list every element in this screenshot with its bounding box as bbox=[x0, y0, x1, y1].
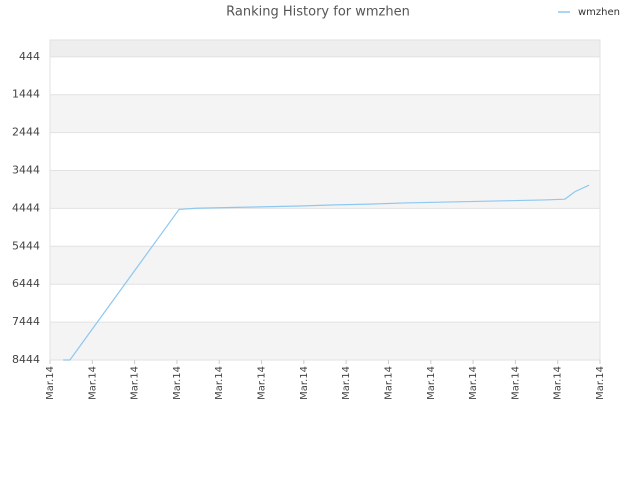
x-tick-label: Mar.14 bbox=[510, 366, 521, 400]
x-tick-label: Mar.14 bbox=[214, 366, 225, 400]
grid-band bbox=[50, 56, 600, 95]
grid-band bbox=[50, 322, 600, 360]
grid-band bbox=[50, 246, 600, 285]
chart-title: Ranking History for wmzhen bbox=[226, 5, 410, 20]
x-tick-label: Mar.14 bbox=[426, 366, 437, 400]
y-tick-label: 3444 bbox=[12, 164, 40, 177]
y-tick-label: 6444 bbox=[12, 277, 40, 290]
plot-border bbox=[49, 39, 601, 361]
grid-band bbox=[50, 132, 600, 171]
series-line bbox=[63, 184, 590, 361]
grid-band bbox=[50, 208, 600, 247]
y-tick-label: 1444 bbox=[12, 88, 40, 101]
x-tick-label: Mar.14 bbox=[87, 366, 98, 400]
x-tick-label: Mar.14 bbox=[595, 366, 606, 400]
y-tick-label: 8444 bbox=[12, 353, 40, 366]
grid-band bbox=[50, 170, 600, 209]
grid-band bbox=[50, 284, 600, 323]
y-tick-label: 2444 bbox=[12, 126, 40, 139]
y-tick-label: 5444 bbox=[12, 239, 40, 252]
x-tick-label: Mar.14 bbox=[553, 366, 564, 400]
y-tick-label: 4444 bbox=[12, 201, 40, 214]
x-tick-label: Mar.14 bbox=[257, 366, 268, 400]
legend-label: wmzhen bbox=[578, 7, 620, 18]
x-tick-label: Mar.14 bbox=[45, 366, 56, 400]
x-tick-label: Mar.14 bbox=[299, 366, 310, 400]
x-tick-label: Mar.14 bbox=[383, 366, 394, 400]
y-tick-label: 444 bbox=[19, 50, 40, 63]
x-tick-label: Mar.14 bbox=[468, 366, 479, 400]
grid-band bbox=[50, 94, 600, 133]
x-tick-label: Mar.14 bbox=[130, 366, 141, 400]
y-tick-label: 7444 bbox=[12, 315, 40, 328]
x-tick-label: Mar.14 bbox=[172, 366, 183, 400]
x-tick-label: Mar.14 bbox=[341, 366, 352, 400]
